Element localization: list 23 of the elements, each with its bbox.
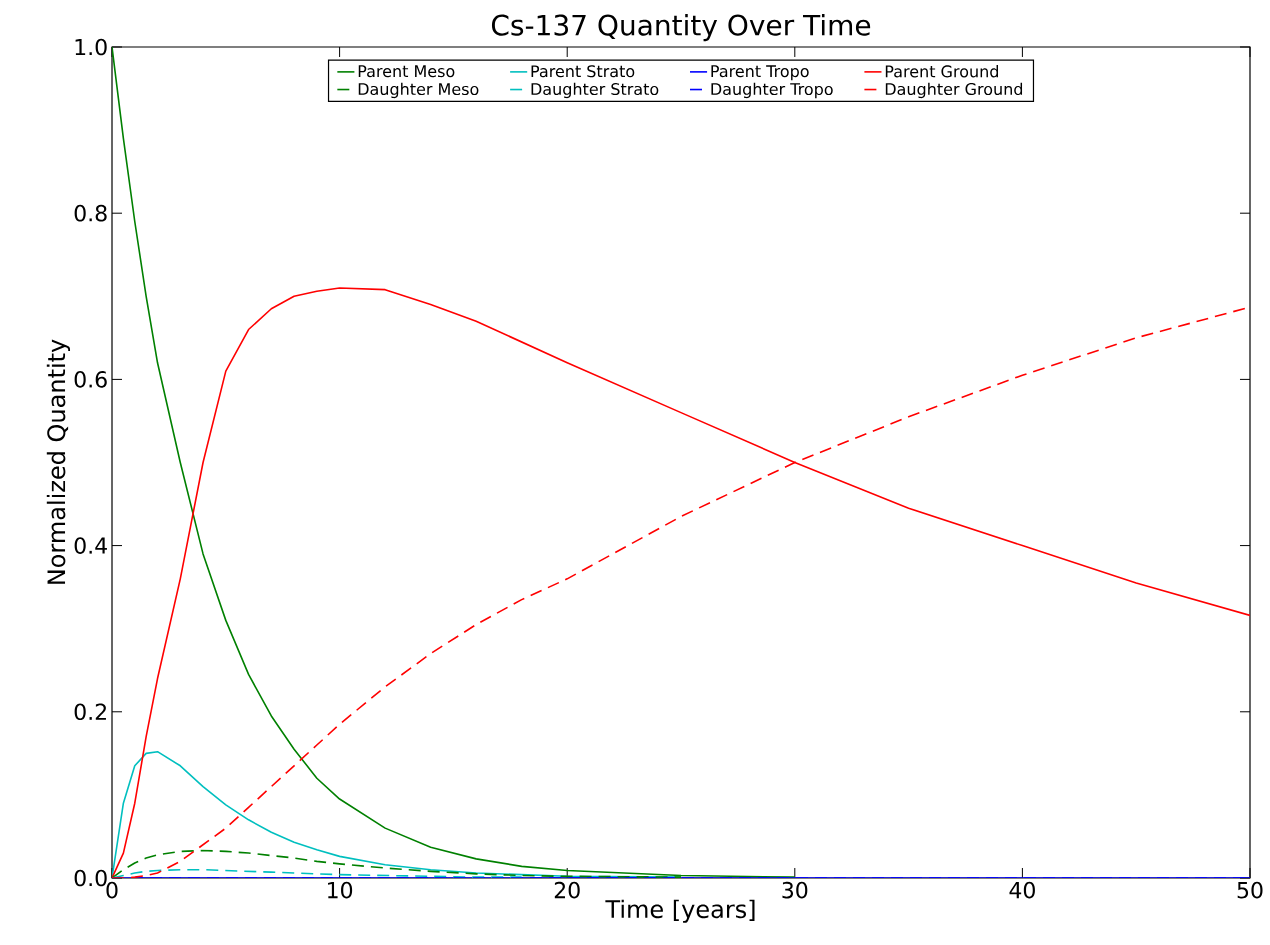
x-axis-title: Time [years] <box>605 899 755 923</box>
legend-label: Daughter Strato <box>531 82 659 99</box>
legend-label: Parent Meso <box>358 65 455 78</box>
legend-label: Parent Tropo <box>711 65 809 81</box>
y-tick-label: 0.2 <box>74 703 106 721</box>
y-tick-label: 0.8 <box>74 204 107 222</box>
legend-label: Daughter Meso <box>358 82 479 99</box>
y-tick-label: 0.4 <box>74 537 107 554</box>
y-tick-label: 0.6 <box>74 371 107 388</box>
legend-label: Daughter Tropo <box>711 82 833 99</box>
y-tick-label: 1.0 <box>75 38 107 56</box>
y-axis-title: Normalized Quantity <box>46 339 71 584</box>
x-tick-label: 10 <box>328 881 353 899</box>
legend-label: Parent Strato <box>531 65 635 78</box>
x-tick-label: 50 <box>1237 881 1263 899</box>
legend-label: Daughter Ground <box>885 82 1023 99</box>
x-tick-label: 0 <box>106 881 118 899</box>
x-tick-label: 20 <box>554 881 580 899</box>
x-tick-label: 30 <box>782 881 808 899</box>
y-tick-label: 0.0 <box>74 869 107 887</box>
chart-title: Cs-137 Quantity Over Time <box>491 14 871 42</box>
legend-label: Parent Ground <box>885 65 998 78</box>
x-tick-label: 40 <box>1009 881 1035 899</box>
